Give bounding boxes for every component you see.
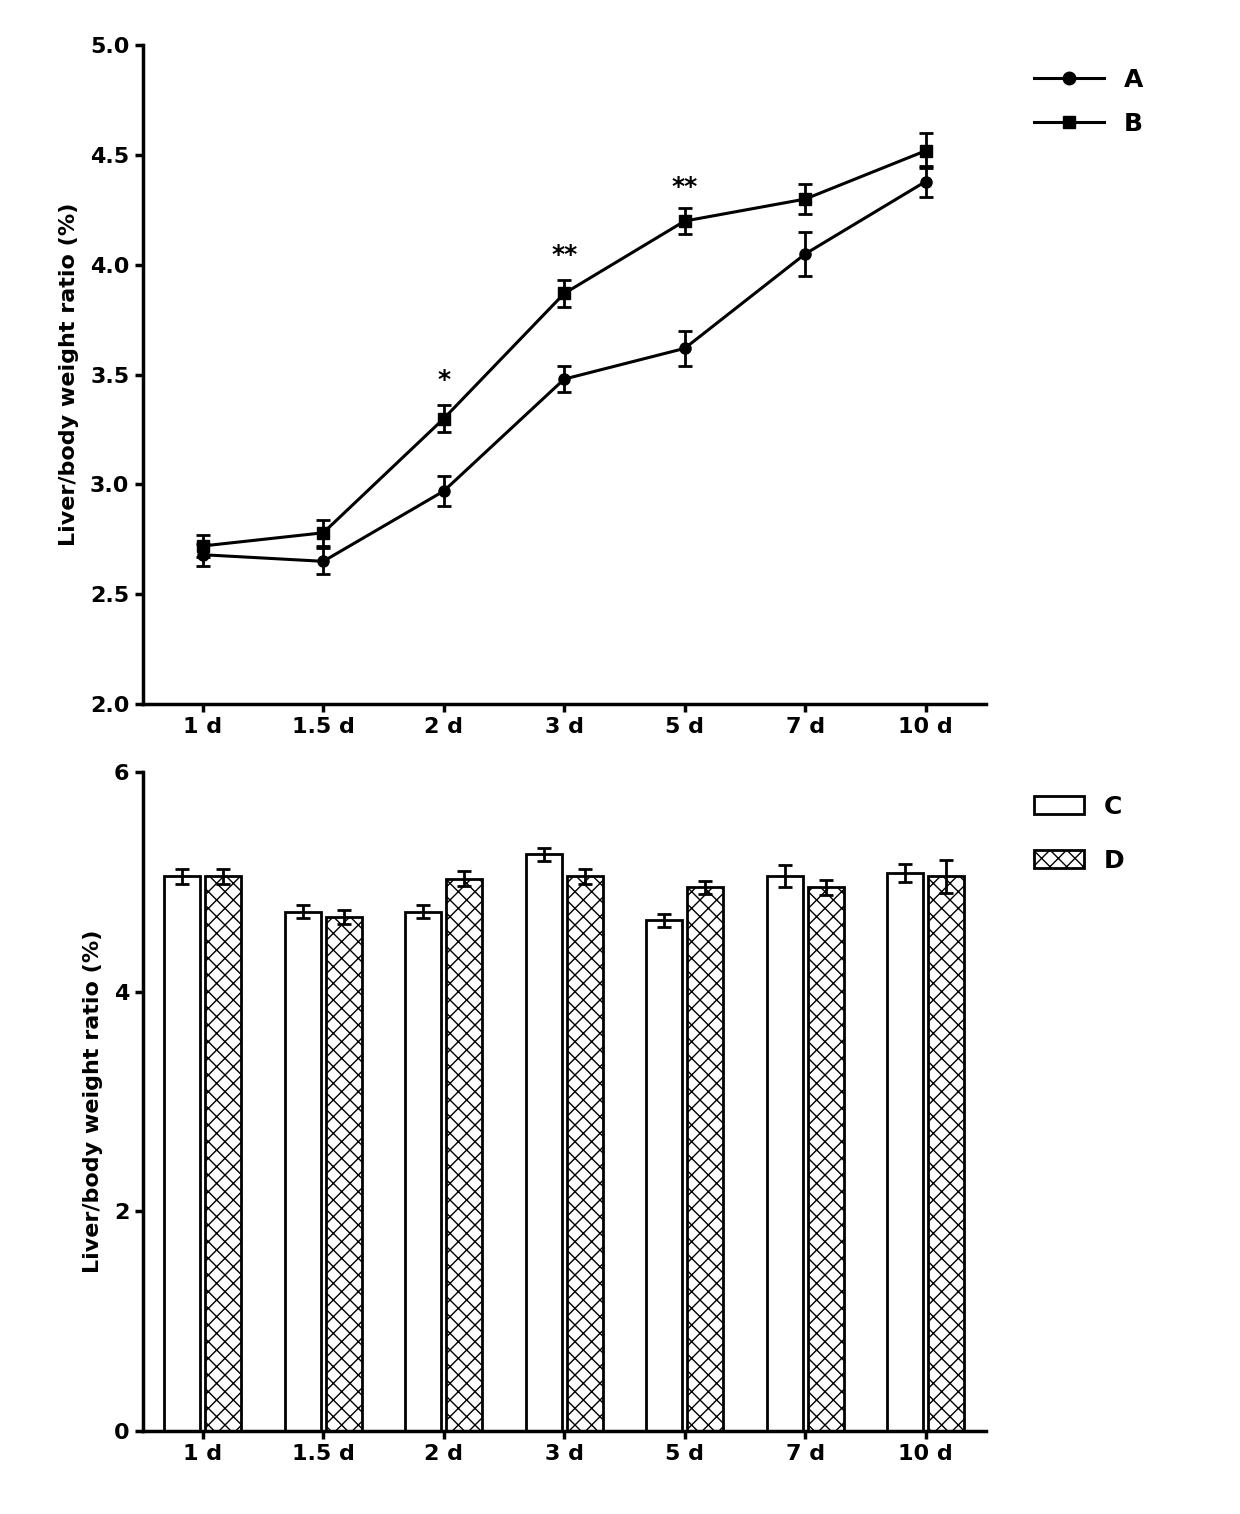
Y-axis label: Liver/body weight ratio (%): Liver/body weight ratio (%) (83, 930, 103, 1273)
Legend: A, B: A, B (1023, 58, 1153, 145)
Text: **: ** (551, 244, 578, 266)
Bar (928, 877, 965, 1431)
Bar (326, 917, 362, 1431)
Bar (285, 911, 321, 1431)
Bar (206, 877, 242, 1431)
Bar (405, 911, 441, 1431)
Bar (766, 877, 802, 1431)
Y-axis label: Liver/body weight ratio (%): Liver/body weight ratio (%) (60, 203, 79, 547)
Bar (687, 887, 723, 1431)
Text: **: ** (672, 176, 698, 200)
Bar (646, 921, 682, 1431)
Bar (567, 877, 603, 1431)
Bar (164, 877, 201, 1431)
Bar (446, 878, 482, 1431)
Bar (526, 854, 562, 1431)
Bar (887, 874, 923, 1431)
Text: *: * (438, 368, 450, 392)
Bar (807, 887, 843, 1431)
Legend: C, D: C, D (1023, 784, 1135, 883)
